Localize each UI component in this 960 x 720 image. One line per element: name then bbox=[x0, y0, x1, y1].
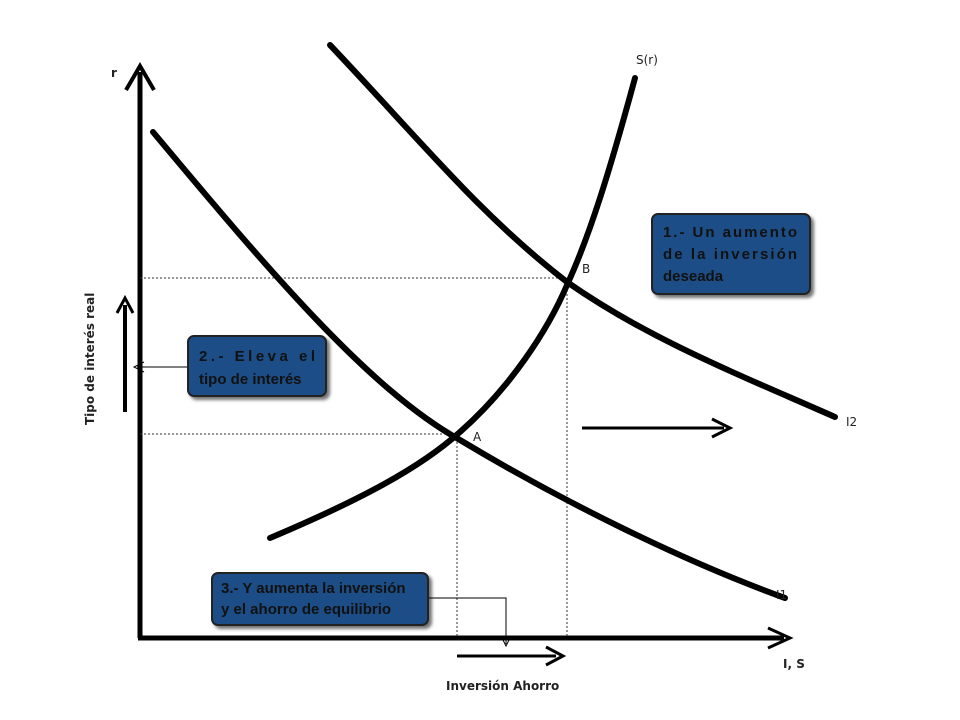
x-axis-symbol: I, S bbox=[783, 657, 805, 671]
savings-curve-label: S(r) bbox=[636, 53, 658, 67]
shift-arrow-right bbox=[582, 417, 734, 439]
guide-lines bbox=[140, 277, 568, 638]
investment-curve-i2-label: I2 bbox=[846, 415, 857, 429]
callout-step1-line1: 1.- Un aumento bbox=[663, 224, 797, 241]
rate-arrow-up bbox=[115, 294, 135, 412]
savings-curve-s bbox=[267, 75, 638, 541]
axes bbox=[124, 62, 794, 650]
point-a-label: A bbox=[473, 430, 482, 444]
callout-step2-line1: 2.- Eleva el bbox=[199, 348, 315, 365]
output-arrow-right bbox=[457, 645, 567, 667]
callout2-pointer bbox=[132, 361, 188, 373]
callout-step2 bbox=[187, 335, 327, 397]
x-axis-title: Inversión Ahorro bbox=[446, 679, 559, 693]
callout-step1-line3: deseada bbox=[663, 268, 724, 285]
callout-step1 bbox=[651, 213, 811, 295]
callout-step3-line2: y el ahorro de equilibrio bbox=[221, 601, 391, 618]
callout-step2-line2: tipo de interés bbox=[199, 371, 302, 388]
callout3-pointer bbox=[428, 597, 512, 648]
point-b-label: B bbox=[582, 262, 590, 276]
x-axis-arrowhead bbox=[767, 626, 794, 650]
investment-curve-i1 bbox=[150, 129, 788, 601]
y-axis-title: Tipo de interés real bbox=[83, 293, 97, 425]
y-axis-arrowhead bbox=[124, 62, 156, 92]
callout-step3-line1: 3.- Y aumenta la inversión bbox=[221, 580, 406, 597]
investment-curve-i1-label: I1 bbox=[776, 588, 787, 602]
y-axis-symbol: r bbox=[111, 66, 117, 80]
callout-step3 bbox=[211, 572, 429, 626]
